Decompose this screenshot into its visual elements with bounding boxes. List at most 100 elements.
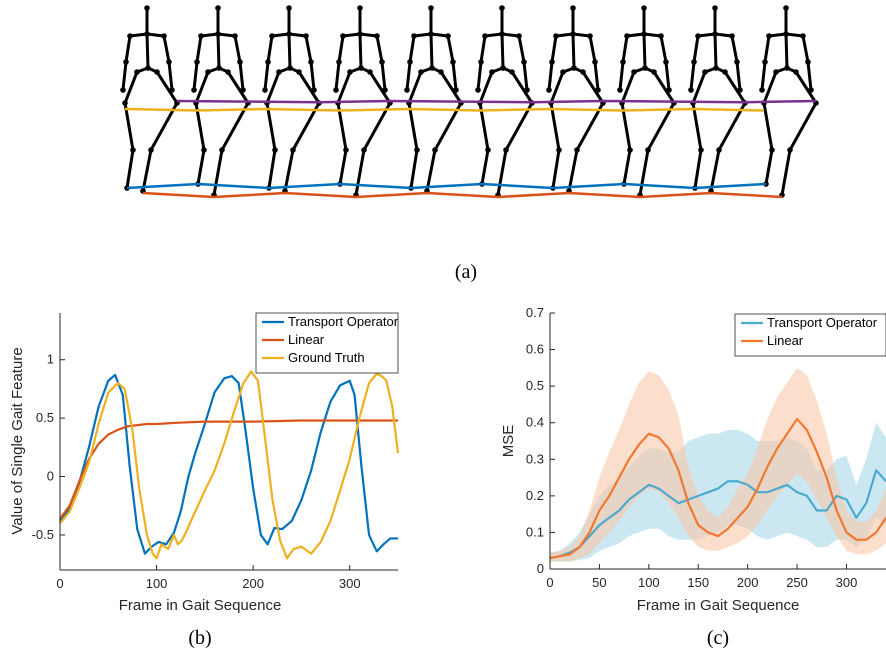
panel-c-caption: (c)	[707, 627, 729, 649]
skeleton-joint	[556, 147, 562, 153]
skeleton-bone	[593, 60, 600, 92]
skeleton-joint	[549, 59, 555, 65]
skeleton-joint	[120, 87, 126, 93]
legend-label: Transport Operator	[288, 314, 399, 329]
panel-b-caption: (b)	[188, 627, 211, 649]
skeleton-joint	[428, 31, 434, 37]
skeleton-bone	[309, 60, 316, 92]
skeleton-bone	[354, 148, 366, 197]
skeleton-joint	[130, 147, 136, 153]
skeleton-bone	[567, 148, 579, 193]
skeleton-bone	[625, 32, 646, 38]
skeleton-joint	[357, 5, 363, 11]
skeleton-bone	[283, 148, 295, 193]
skeleton-bone	[762, 70, 778, 105]
skeleton-figure	[404, 5, 464, 194]
skeleton-joint	[793, 69, 799, 75]
skeleton-bone	[270, 32, 291, 38]
skeleton-joint	[303, 33, 309, 39]
skeleton-joint	[509, 69, 515, 75]
skeleton-joint	[691, 59, 697, 65]
skeleton-bone	[145, 32, 166, 38]
skeleton-bone	[337, 34, 345, 64]
skeleton-joint	[445, 33, 451, 39]
legend-label: Ground Truth	[288, 350, 365, 365]
skeleton-joint	[216, 65, 222, 71]
foot-trajectory-blue	[126, 182, 767, 190]
skeleton-bone	[547, 60, 554, 92]
skeleton-bone	[638, 148, 650, 197]
skeleton-joint	[287, 65, 293, 71]
skeleton-bone	[618, 60, 625, 92]
skeleton-bone	[375, 34, 384, 64]
skeleton-bone	[238, 60, 245, 92]
skeleton-joint	[645, 147, 651, 153]
skeleton-joint	[404, 87, 410, 93]
panel-b-chart: 0 100 200 300 -0.5 0 0.5 1 Transport Operator Lin…	[9, 312, 400, 649]
skeleton-bone	[713, 32, 718, 70]
skeleton-joint	[418, 69, 424, 75]
x-tick-label: 250	[786, 575, 808, 590]
skeleton-joint	[698, 147, 704, 153]
skeleton-bone	[788, 101, 818, 152]
skeleton-bone	[405, 60, 412, 92]
skeleton-joint	[428, 5, 434, 11]
skeleton-joint	[411, 33, 417, 39]
skeleton-joint	[624, 33, 630, 39]
skeleton-joint	[127, 33, 133, 39]
x-tick-label: 150	[687, 575, 709, 590]
skeleton-bone	[659, 34, 668, 64]
skeleton-joint	[482, 33, 488, 39]
skeleton-bone	[510, 70, 534, 105]
legend-label: Transport Operator	[767, 315, 878, 330]
skeleton-bone	[358, 32, 363, 70]
skeleton-joint	[631, 69, 637, 75]
skeleton-bone	[336, 70, 352, 105]
skeleton-bone	[784, 32, 789, 70]
skeleton-joint	[333, 87, 339, 93]
skeleton-joint	[262, 87, 268, 93]
skeleton-bone	[287, 32, 308, 38]
skeleton-joint	[414, 147, 420, 153]
skeleton-joint	[379, 59, 385, 65]
skeleton-bone	[801, 34, 810, 64]
series-line	[549, 469, 886, 560]
skeleton-joint	[641, 31, 647, 37]
skeleton-joint	[769, 147, 775, 153]
skeleton-joint	[734, 59, 740, 65]
skeleton-bone	[522, 60, 529, 92]
skeleton-bone	[407, 101, 419, 152]
skeleton-bone	[767, 32, 788, 38]
skeleton-bone	[496, 148, 508, 197]
skeleton-bone	[216, 32, 221, 70]
skeleton-bone	[338, 148, 348, 186]
skeleton-joint	[194, 59, 200, 65]
skeleton-bone	[517, 34, 526, 64]
skeleton-bone	[652, 70, 676, 105]
skeleton-joint	[478, 59, 484, 65]
legend-label: Linear	[767, 333, 804, 348]
skeleton-joint	[215, 5, 221, 11]
skeleton-bone	[226, 70, 250, 105]
skeleton-bone	[220, 101, 250, 152]
skeleton-bone	[693, 148, 703, 190]
skeleton-joint	[663, 59, 669, 65]
skeleton-joint	[166, 59, 172, 65]
skeleton-joint	[358, 65, 364, 71]
skeleton-joint	[712, 5, 718, 11]
skeleton-joint	[553, 33, 559, 39]
x-tick-label: 200	[242, 576, 264, 591]
x-tick-label: 300	[339, 576, 361, 591]
skeleton-joint	[201, 147, 207, 153]
skeleton-bone	[266, 34, 274, 64]
skeleton-joint	[219, 147, 225, 153]
skeleton-joint	[343, 147, 349, 153]
skeleton-joint	[361, 147, 367, 153]
skeleton-joint	[695, 33, 701, 39]
x-tick-label: 300	[836, 575, 858, 590]
skeleton-joint	[145, 65, 151, 71]
skeleton-bone	[588, 34, 597, 64]
skeleton-bone	[571, 32, 592, 38]
y-tick-label: 0.5	[526, 378, 544, 393]
skeleton-joint	[191, 87, 197, 93]
